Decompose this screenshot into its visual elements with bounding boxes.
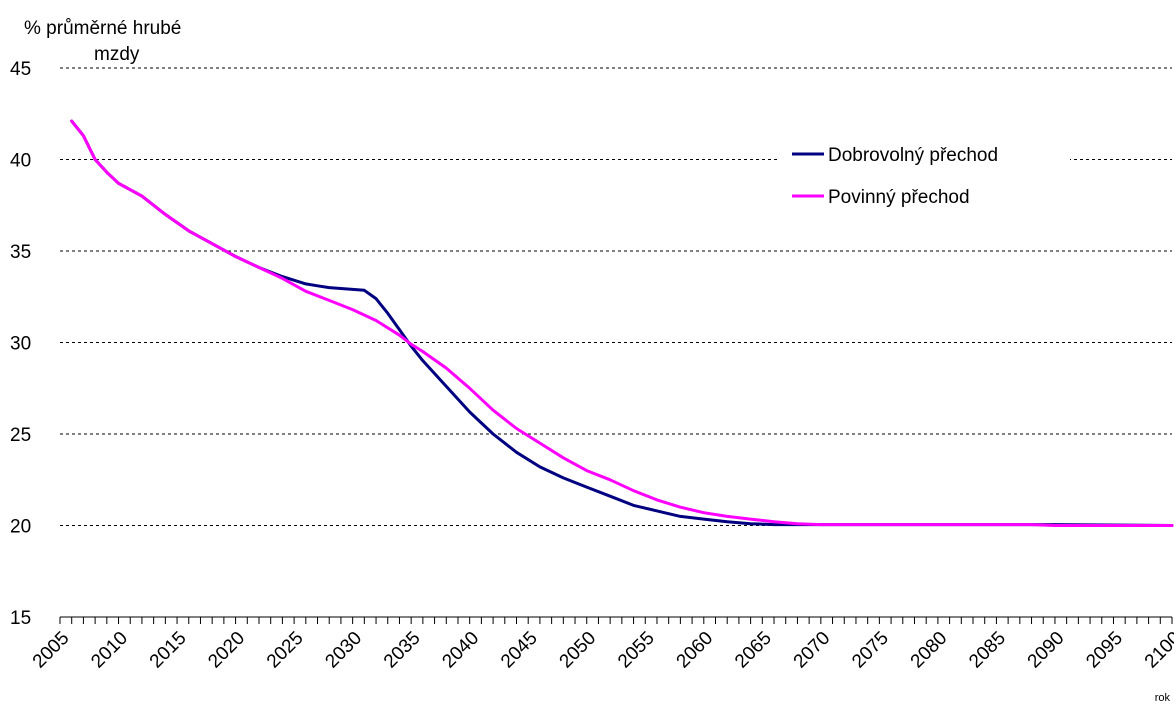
- legend-label-1: Dobrovolný přechod: [828, 145, 998, 166]
- y-tick-labels: 15 20 25 30 35 40 45: [10, 59, 31, 629]
- y-tick-label: 35: [10, 242, 31, 263]
- x-tick-label: 2095: [1082, 628, 1127, 673]
- x-tick-label: 2025: [263, 628, 308, 673]
- x-tick-labels: 2005 2010 2015 2020 2025 2030 2035 2040 2045 2050…: [29, 628, 1174, 673]
- x-tick-label: 2055: [614, 628, 659, 673]
- x-tick-label: 2045: [497, 628, 542, 673]
- legend: Dobrovolný přechod Povinný přechod: [780, 136, 1070, 226]
- legend-box: [780, 136, 1070, 226]
- x-tick-label: 2075: [848, 628, 893, 673]
- y-tick-label: 20: [10, 517, 31, 538]
- x-tick-label: 2050: [556, 628, 601, 673]
- axes: [59, 616, 1173, 624]
- series-lines: [70, 119, 1174, 527]
- x-tick-label: 2100: [1141, 628, 1174, 673]
- y-tick-label: 15: [10, 608, 31, 629]
- x-tick-label: 2090: [1024, 628, 1069, 673]
- x-tick-label: 2065: [731, 628, 776, 673]
- y-tick-label: 40: [10, 151, 31, 172]
- x-tick-label: 2005: [29, 628, 74, 673]
- x-axis-unit: rok: [1154, 692, 1170, 704]
- y-tick-label: 45: [10, 59, 31, 80]
- x-tick-label: 2085: [965, 628, 1010, 673]
- y-tick-label: 25: [10, 425, 31, 446]
- x-tick-label: 2010: [87, 628, 132, 673]
- y-axis-title-line1: % průměrné hrubé: [24, 18, 182, 39]
- y-axis-title-line2: mzdy: [94, 44, 140, 65]
- y-tick-label: 30: [10, 334, 31, 355]
- x-tick-label: 2020: [204, 628, 249, 673]
- x-tick-label: 2015: [146, 628, 191, 673]
- legend-label-2: Povinný přechod: [828, 187, 970, 208]
- x-tick-label: 2060: [673, 628, 718, 673]
- x-tick-label: 2040: [438, 628, 483, 673]
- y-axis-title: % průměrné hrubé mzdy: [24, 16, 181, 68]
- series-line-2: [70, 119, 1174, 527]
- x-tick-label: 2080: [907, 628, 952, 673]
- x-tick-label: 2030: [321, 628, 366, 673]
- x-tick-label: 2035: [380, 628, 425, 673]
- x-tick-label: 2070: [790, 628, 835, 673]
